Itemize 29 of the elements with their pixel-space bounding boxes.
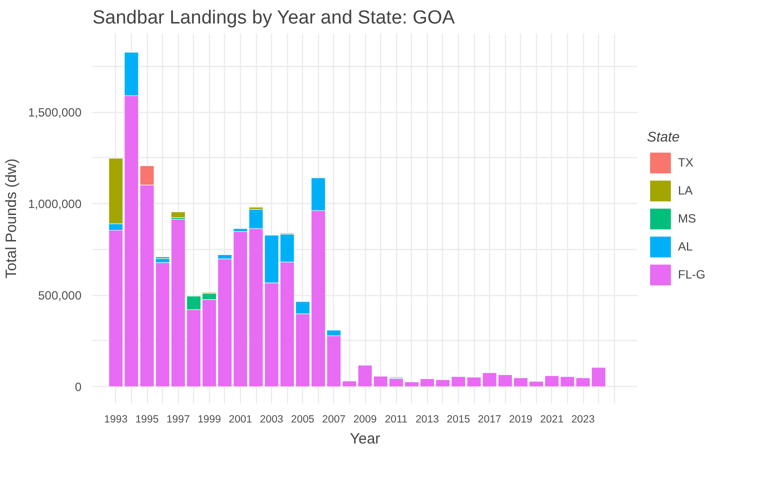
x-tick-label: 2005: [291, 414, 315, 426]
x-tick-label: 2003: [260, 414, 284, 426]
legend-label: MS: [678, 212, 697, 226]
y-tick-label: 0: [74, 380, 82, 394]
x-tick-label: 2015: [446, 414, 470, 426]
x-tick-label: 1995: [135, 414, 159, 426]
x-tick-label: 1993: [104, 414, 128, 426]
x-tick-label: 2021: [540, 414, 564, 426]
legend-title: State: [647, 128, 681, 144]
legend-label: AL: [678, 240, 694, 254]
y-tick-label: 1,000,000: [28, 197, 82, 212]
x-tick-label: 2011: [384, 414, 408, 426]
y-tick-label: 500,000: [38, 288, 82, 303]
legend-label: FL-G: [678, 268, 706, 282]
y-axis-title: Total Pounds (dw): [3, 158, 20, 279]
x-tick-label: 2023: [571, 414, 595, 426]
x-axis-title: Year: [350, 430, 380, 448]
x-tick-label: 1997: [166, 414, 190, 426]
y-tick-label: 1,500,000: [28, 106, 82, 120]
x-tick-label: 2017: [478, 414, 502, 426]
x-tick-label: 1999: [198, 414, 222, 426]
legend-label: LA: [678, 184, 694, 198]
x-tick-label: 2013: [416, 414, 440, 426]
x-tick-label: 2007: [322, 414, 346, 426]
legend-label: TX: [678, 156, 694, 170]
x-tick-label: 2019: [509, 414, 533, 426]
x-tick-label: 2009: [353, 414, 377, 426]
chart-title: Sandbar Landings by Year and State: GOA: [92, 8, 456, 28]
x-tick-label: 2001: [228, 414, 252, 426]
